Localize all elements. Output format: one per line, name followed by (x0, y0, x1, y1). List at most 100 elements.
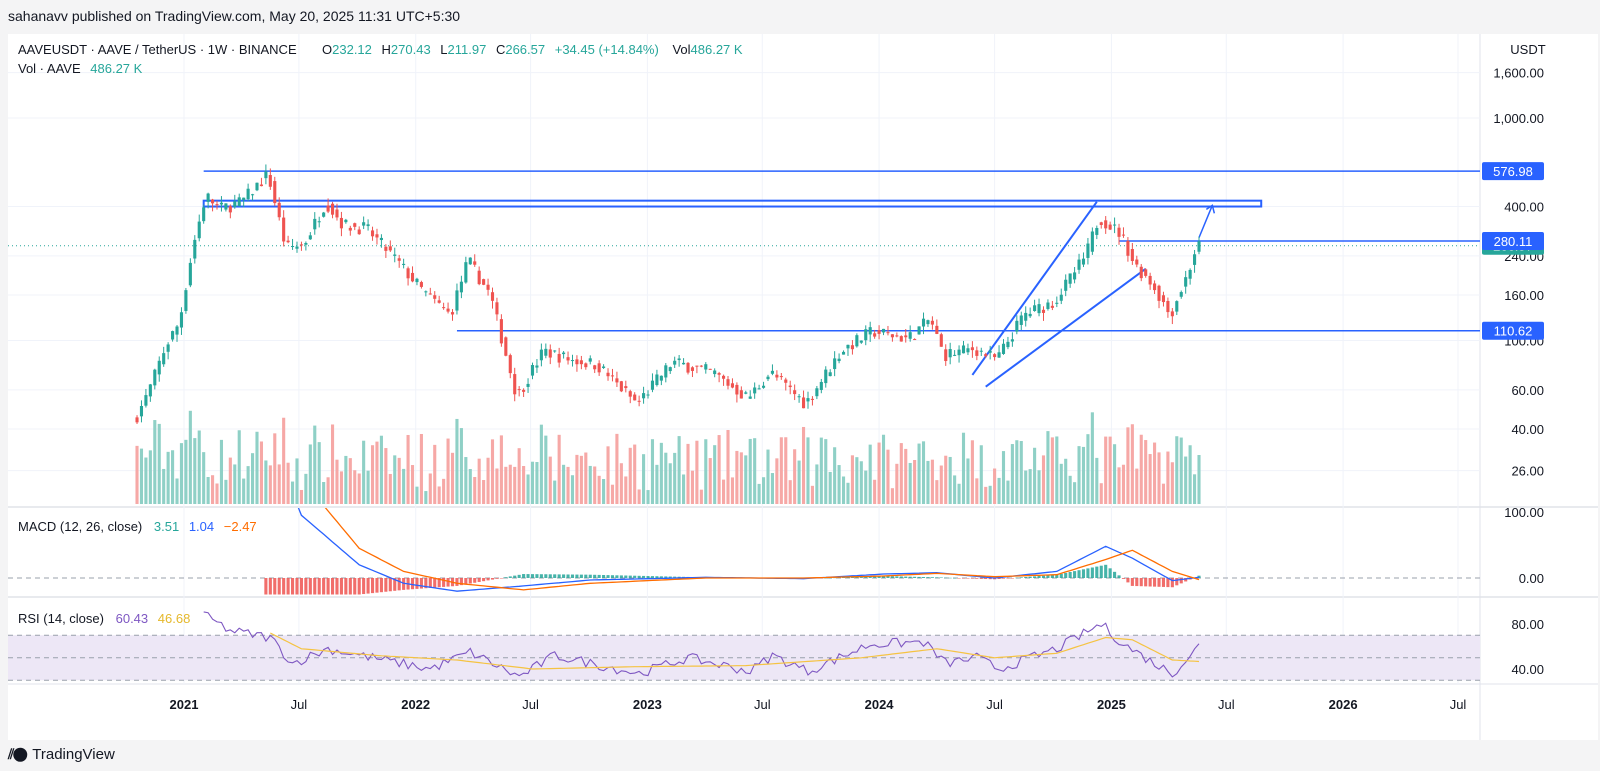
volume-bar (446, 438, 450, 504)
candle-body (513, 374, 517, 395)
candle-body (610, 375, 615, 377)
volume-bar (228, 457, 232, 504)
candle-body (659, 375, 663, 381)
candle-body (1179, 292, 1183, 297)
volume-bar (713, 445, 717, 504)
volume-bar (455, 418, 459, 504)
candle-body (330, 203, 335, 215)
candle-body (1015, 320, 1019, 332)
chart-panel[interactable]: 2021 Jul 2022 Jul 2023 Jul 2024 Jul 2025 Jul 2026 J… (8, 34, 1598, 740)
volume-bar (486, 457, 490, 504)
candle-body (1006, 341, 1010, 348)
rsi-legend-ma: 46.68 (158, 611, 191, 626)
candle-body (948, 349, 952, 358)
macd-histogram-bar (419, 578, 423, 589)
macd-histogram-bar (904, 576, 908, 578)
candle-body (859, 340, 863, 343)
candle-body (406, 268, 410, 279)
macd-histogram-bar (970, 578, 974, 579)
volume-bar (202, 452, 206, 504)
macd-histogram-bar (868, 576, 872, 578)
macd-line (297, 508, 1200, 592)
chart-svg[interactable]: 2021 Jul 2022 Jul 2023 Jul 2024 Jul 2025 Jul 2026 J… (8, 34, 1598, 740)
candle-body (579, 360, 583, 365)
x-tick-label: Jul (1218, 697, 1235, 712)
macd-histogram-bar (415, 578, 419, 589)
rsi-legend-label: RSI (14, close) (18, 611, 104, 626)
volume-bar (633, 444, 637, 504)
candle-body (246, 188, 250, 200)
candle-body (873, 333, 877, 337)
candle-body (722, 375, 726, 379)
volume-bar (424, 491, 428, 504)
candle-body (1139, 266, 1143, 279)
macd-histogram-bar (957, 578, 961, 579)
macd-histogram-bar (1024, 577, 1028, 578)
candle-body (548, 349, 552, 358)
volume-bar (179, 443, 184, 504)
volume-bar (735, 450, 739, 504)
candle-body (450, 312, 455, 315)
volume-bar (322, 482, 326, 504)
macd-histogram-bar (646, 576, 650, 578)
candle-body (153, 369, 157, 386)
candle-body (833, 358, 837, 370)
price-axis-unit: USDT (1510, 42, 1545, 57)
volume-bar (1161, 483, 1166, 504)
volume-bar (668, 463, 672, 504)
volume-bar (406, 434, 410, 504)
candle-body (588, 358, 592, 362)
volume-bar (659, 442, 663, 504)
rsi-tick-label: 80.00 (1511, 617, 1544, 632)
volume-bar (282, 417, 286, 504)
volume-bar (979, 445, 983, 504)
volume-bar (913, 459, 917, 504)
candle-body (171, 331, 175, 340)
candle-body (251, 194, 255, 196)
volume-bar (433, 444, 437, 504)
macd-histogram-bar (482, 578, 486, 582)
macd-histogram-bar (1166, 578, 1170, 588)
volume-bar (615, 433, 619, 504)
candle-body (944, 349, 948, 362)
candle-body (184, 290, 188, 311)
candle-body (779, 376, 783, 378)
volume-bar (722, 479, 726, 504)
candle-body (917, 326, 921, 335)
macd-histogram-bar (659, 576, 663, 578)
candle-body (699, 365, 703, 367)
macd-histogram-bar (290, 578, 295, 595)
legends: AAVEUSDT · AAVE / TetherUS · 1W · BINANC… (18, 42, 743, 626)
candle-body (677, 358, 681, 361)
candle-body (704, 364, 708, 370)
volume-bar (784, 437, 788, 504)
macd-histogram-bar (1099, 565, 1103, 578)
volume-bar (904, 448, 908, 504)
candle-body (899, 336, 903, 342)
candle-body (135, 417, 139, 423)
volume-bar (277, 464, 281, 504)
candle-body (850, 345, 854, 350)
candle-body (384, 246, 388, 251)
volume-bar (921, 441, 926, 504)
macd-histogram-bar (890, 576, 894, 578)
volume-bar (259, 441, 263, 504)
volume-bar (859, 461, 863, 504)
legend-l-label: L (440, 42, 447, 57)
candle-body (526, 383, 530, 387)
volume-bar (1197, 455, 1201, 504)
macd-histogram-bar (642, 575, 646, 578)
legend-ohlc: O232.12 H270.43 L211.97 C266.57 +34.45 (… (322, 42, 743, 57)
volume-bar (375, 441, 379, 504)
volume-bar (801, 426, 806, 504)
candle-body (353, 223, 357, 227)
legend-high: 270.43 (391, 42, 431, 57)
volume-bar (642, 454, 646, 504)
legend-vol-line: Vol · AAVE 486.27 K (18, 61, 143, 76)
candle-body (1130, 249, 1134, 262)
volume-bar (619, 463, 623, 504)
candle-body (597, 363, 601, 373)
macd-histogram-bar (522, 574, 526, 578)
volume-bar (299, 489, 303, 504)
macd-histogram-bar (508, 576, 512, 578)
